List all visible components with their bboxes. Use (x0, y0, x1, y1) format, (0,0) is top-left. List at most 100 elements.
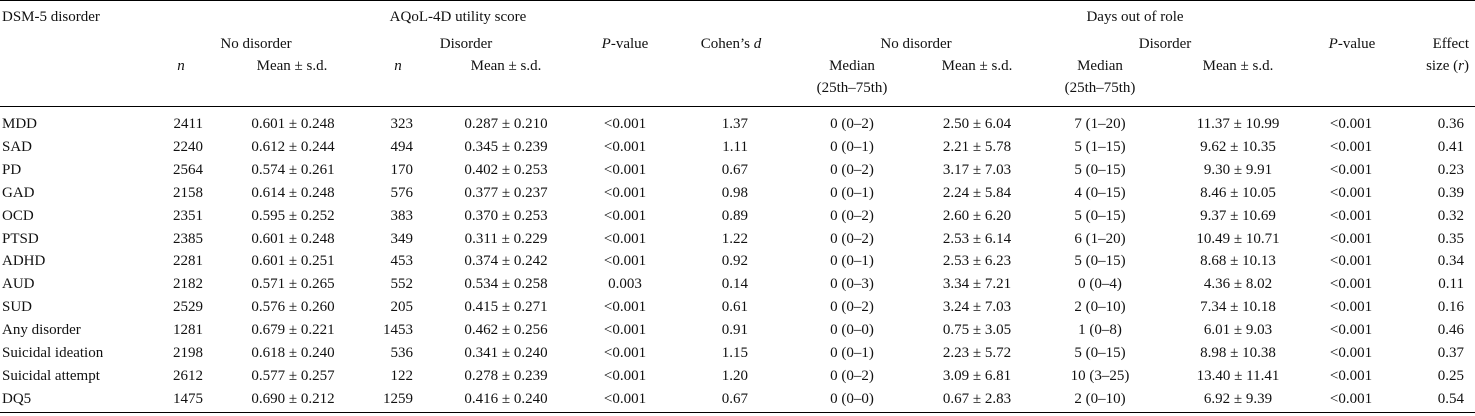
header-aqol-no-disorder: No disorder (220, 36, 292, 52)
cell-cohens-d: 0.67 (721, 391, 748, 407)
cell-days-mean-no-disorder: 3.09 ± 6.81 (942, 368, 1012, 384)
cell-effect-size: 0.37 (1437, 345, 1464, 361)
cell-disorder: PD (2, 162, 22, 178)
cell-disorder: Any disorder (2, 322, 81, 338)
cell-cohens-d: 0.61 (721, 299, 748, 315)
cell-median-no-disorder: 0 (0–2) (830, 231, 874, 247)
cell-mean-disorder: 0.534 ± 0.258 (464, 276, 548, 292)
cell-cohens-d: 0.91 (721, 322, 748, 338)
cell-cohens-d: 0.89 (721, 208, 748, 224)
cell-cohens-d: 0.98 (721, 185, 748, 201)
cell-effect-size: 0.46 (1437, 322, 1464, 338)
cell-effect-size: 0.23 (1437, 162, 1464, 178)
cell-days-mean-disorder: 6.92 ± 9.39 (1203, 391, 1273, 407)
cell-days-mean-disorder: 4.36 ± 8.02 (1203, 276, 1273, 292)
cell-days-mean-disorder: 7.34 ± 10.18 (1200, 299, 1276, 315)
cell-p-value-days: <0.001 (1329, 322, 1373, 338)
cell-mean-no-disorder: 0.577 ± 0.257 (251, 368, 335, 384)
cell-p-value: <0.001 (603, 185, 647, 201)
cell-cohens-d: 0.14 (721, 276, 748, 292)
cell-cohens-d: 0.67 (721, 162, 748, 178)
cell-days-mean-no-disorder: 3.24 ± 7.03 (942, 299, 1012, 315)
cell-disorder: MDD (2, 116, 38, 132)
cell-p-value-days: <0.001 (1329, 391, 1373, 407)
header-rule (0, 106, 1475, 107)
cell-disorder: AUD (2, 276, 35, 292)
cell-mean-disorder: 0.287 ± 0.210 (464, 116, 548, 132)
cell-median-disorder: 6 (1–20) (1074, 231, 1126, 247)
cell-mean-disorder: 0.415 ± 0.271 (464, 299, 548, 315)
cell-mean-no-disorder: 0.601 ± 0.248 (251, 231, 335, 247)
cell-median-no-disorder: 0 (0–3) (830, 276, 874, 292)
cell-effect-size: 0.34 (1437, 253, 1464, 269)
header-n-disorder: n (394, 58, 402, 74)
cell-p-value: <0.001 (603, 231, 647, 247)
header-cohens-d: Cohen’s d (700, 36, 762, 52)
cell-n-disorder: 576 (390, 185, 414, 201)
cell-n-no-disorder: 2529 (173, 299, 203, 315)
cell-mean-no-disorder: 0.595 ± 0.252 (251, 208, 335, 224)
cell-p-value: 0.003 (608, 276, 642, 292)
cell-median-disorder: 4 (0–15) (1074, 185, 1126, 201)
cell-days-mean-no-disorder: 3.34 ± 7.21 (942, 276, 1012, 292)
cell-p-value: <0.001 (603, 208, 647, 224)
header-median-disorder: Median (1077, 58, 1123, 74)
cell-p-value: <0.001 (603, 368, 647, 384)
cell-median-disorder: 5 (0–15) (1074, 162, 1126, 178)
header-days-out-of-role: Days out of role (1086, 9, 1184, 25)
cell-median-disorder: 5 (1–15) (1074, 139, 1126, 155)
cell-days-mean-disorder: 13.40 ± 11.41 (1196, 368, 1280, 384)
cell-n-no-disorder: 2411 (173, 116, 203, 132)
cell-days-mean-no-disorder: 2.23 ± 5.72 (942, 345, 1012, 361)
cell-n-disorder: 552 (390, 276, 414, 292)
cell-n-no-disorder: 2351 (173, 208, 203, 224)
cell-mean-disorder: 0.311 ± 0.229 (464, 231, 548, 247)
header-mean-no-disorder: Mean ± s.d. (256, 58, 328, 74)
cell-n-disorder: 383 (390, 208, 414, 224)
cell-days-mean-disorder: 9.30 ± 9.91 (1203, 162, 1273, 178)
cell-p-value: <0.001 (603, 345, 647, 361)
cell-days-mean-disorder: 8.68 ± 10.13 (1200, 253, 1276, 269)
cell-disorder: ADHD (2, 253, 46, 269)
cell-effect-size: 0.25 (1437, 368, 1464, 384)
cell-effect-size: 0.11 (1438, 276, 1464, 292)
header-dsm5-disorder: DSM-5 disorder (2, 9, 100, 25)
cell-median-disorder: 5 (0–15) (1074, 253, 1126, 269)
cell-n-no-disorder: 2240 (173, 139, 203, 155)
cell-days-mean-no-disorder: 2.21 ± 5.78 (942, 139, 1012, 155)
cell-mean-no-disorder: 0.690 ± 0.212 (251, 391, 335, 407)
cell-p-value-days: <0.001 (1329, 253, 1373, 269)
cell-mean-no-disorder: 0.612 ± 0.244 (251, 139, 335, 155)
cell-mean-no-disorder: 0.574 ± 0.261 (251, 162, 335, 178)
cell-n-no-disorder: 2564 (173, 162, 203, 178)
header-mean-disorder: Mean ± s.d. (470, 58, 542, 74)
cell-days-mean-disorder: 8.98 ± 10.38 (1200, 345, 1276, 361)
header-n-no-disorder: n (177, 58, 185, 74)
cell-mean-no-disorder: 0.614 ± 0.248 (251, 185, 335, 201)
cell-mean-disorder: 0.374 ± 0.242 (464, 253, 548, 269)
cell-p-value-days: <0.001 (1329, 231, 1373, 247)
header-days-disorder: Disorder (1138, 36, 1192, 52)
cell-disorder: Suicidal ideation (2, 345, 104, 361)
cell-disorder: SAD (2, 139, 33, 155)
cell-p-value: <0.001 (603, 139, 647, 155)
cell-cohens-d: 1.37 (721, 116, 748, 132)
cell-disorder: GAD (2, 185, 35, 201)
cell-n-disorder: 453 (390, 253, 414, 269)
cell-effect-size: 0.16 (1437, 299, 1464, 315)
cell-n-disorder: 1259 (383, 391, 413, 407)
cell-days-mean-no-disorder: 2.24 ± 5.84 (942, 185, 1012, 201)
cell-median-disorder: 10 (3–25) (1070, 368, 1130, 384)
cell-cohens-d: 1.11 (722, 139, 748, 155)
header-median-range-disorder: (25th–75th) (1064, 80, 1136, 96)
cell-cohens-d: 1.22 (721, 231, 748, 247)
cell-disorder: DQ5 (2, 391, 32, 407)
cell-days-mean-no-disorder: 2.53 ± 6.14 (942, 231, 1012, 247)
cell-days-mean-no-disorder: 3.17 ± 7.03 (942, 162, 1012, 178)
cell-p-value-days: <0.001 (1329, 162, 1373, 178)
cell-effect-size: 0.39 (1437, 185, 1464, 201)
cell-disorder: Suicidal attempt (2, 368, 100, 384)
cell-median-no-disorder: 0 (0–1) (830, 139, 874, 155)
cell-mean-no-disorder: 0.601 ± 0.248 (251, 116, 335, 132)
header-days-mean-disorder: Mean ± s.d. (1202, 58, 1274, 74)
